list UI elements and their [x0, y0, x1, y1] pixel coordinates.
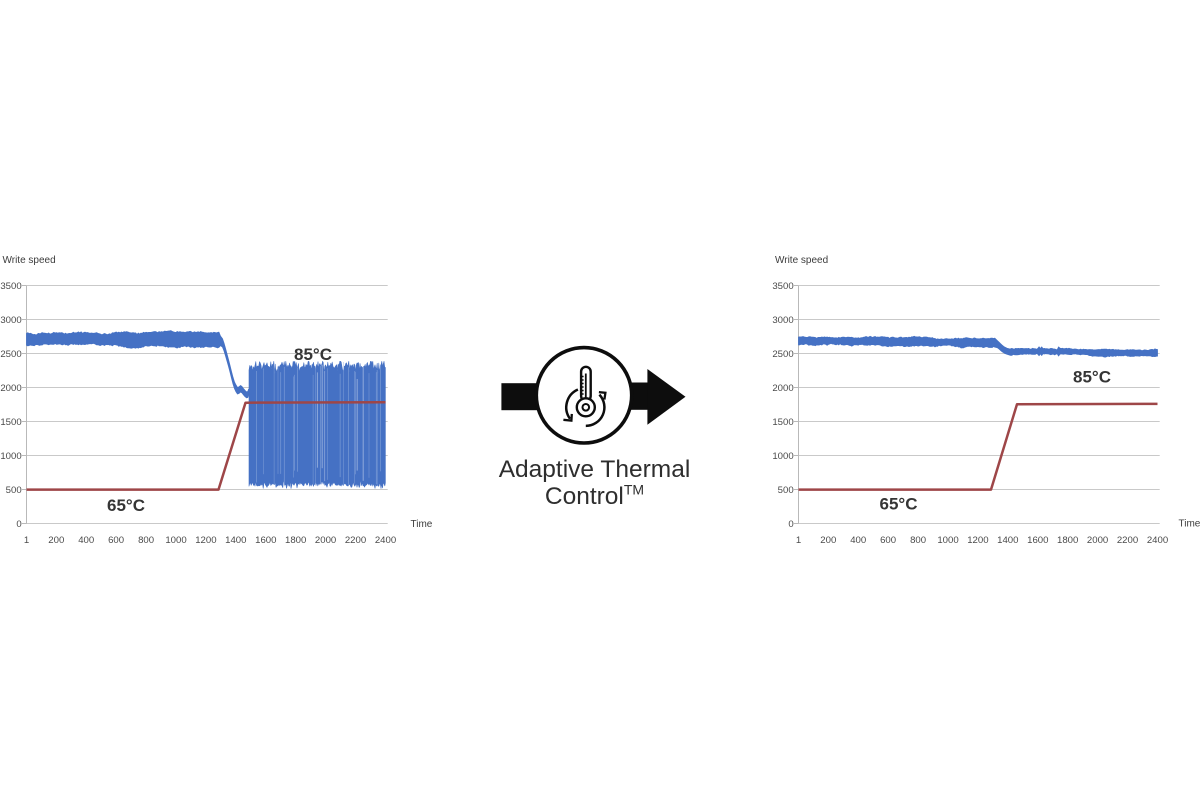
svg-text:500: 500	[778, 485, 794, 496]
svg-text:1600: 1600	[1027, 535, 1048, 546]
svg-text:600: 600	[880, 535, 896, 546]
svg-text:400: 400	[78, 535, 94, 546]
svg-text:1000: 1000	[165, 535, 186, 546]
svg-text:3000: 3000	[772, 315, 793, 326]
svg-text:0: 0	[16, 519, 21, 530]
svg-text:1800: 1800	[1057, 535, 1078, 546]
svg-text:1000: 1000	[937, 535, 958, 546]
svg-text:Write speed: Write speed	[3, 255, 56, 266]
svg-text:800: 800	[138, 535, 154, 546]
svg-text:1500: 1500	[772, 417, 793, 428]
svg-text:400: 400	[850, 535, 866, 546]
svg-text:3500: 3500	[0, 281, 21, 292]
svg-text:2000: 2000	[772, 383, 793, 394]
svg-text:1: 1	[796, 535, 801, 546]
svg-text:2400: 2400	[375, 535, 396, 546]
svg-text:2000: 2000	[0, 383, 21, 394]
svg-text:1800: 1800	[285, 535, 306, 546]
svg-text:200: 200	[48, 535, 64, 546]
svg-text:500: 500	[6, 485, 22, 496]
svg-text:2000: 2000	[315, 535, 336, 546]
svg-text:2500: 2500	[0, 349, 21, 360]
svg-text:Adaptive Thermal: Adaptive Thermal	[499, 456, 691, 483]
svg-text:2500: 2500	[772, 349, 793, 360]
svg-text:600: 600	[108, 535, 124, 546]
svg-text:Time: Time	[1179, 519, 1200, 530]
svg-text:0: 0	[788, 519, 793, 530]
svg-text:2000: 2000	[1087, 535, 1108, 546]
svg-text:1: 1	[24, 535, 29, 546]
svg-text:65°C: 65°C	[880, 495, 918, 514]
svg-text:1000: 1000	[772, 451, 793, 462]
svg-text:3000: 3000	[0, 315, 21, 326]
svg-text:85°C: 85°C	[294, 345, 332, 364]
svg-text:2200: 2200	[1117, 535, 1138, 546]
svg-text:1200: 1200	[967, 535, 988, 546]
svg-text:ControlTM: ControlTM	[545, 482, 644, 511]
svg-text:200: 200	[820, 535, 836, 546]
svg-text:85°C: 85°C	[1073, 368, 1111, 387]
svg-text:1600: 1600	[255, 535, 276, 546]
svg-text:3500: 3500	[772, 281, 793, 292]
svg-text:65°C: 65°C	[107, 496, 145, 515]
svg-text:2400: 2400	[1147, 535, 1168, 546]
svg-text:1500: 1500	[0, 417, 21, 428]
svg-text:800: 800	[910, 535, 926, 546]
svg-text:Write speed: Write speed	[775, 255, 828, 266]
svg-text:2200: 2200	[345, 535, 366, 546]
svg-text:1200: 1200	[195, 535, 216, 546]
svg-text:1400: 1400	[225, 535, 246, 546]
svg-text:1000: 1000	[0, 451, 21, 462]
svg-text:Time: Time	[411, 519, 433, 530]
svg-text:1400: 1400	[997, 535, 1018, 546]
